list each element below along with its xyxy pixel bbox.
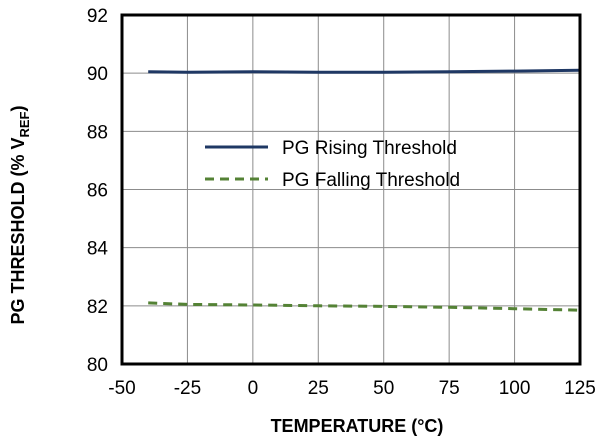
x-axis-title: TEMPERATURE (°C) bbox=[271, 416, 444, 436]
plot-frame bbox=[120, 13, 582, 366]
y-tick-label: 82 bbox=[87, 297, 108, 318]
x-tick-label: 50 bbox=[373, 378, 394, 399]
x-tick-label: 100 bbox=[499, 378, 531, 399]
y-axis-title-main: PG THRESHOLD (% V bbox=[8, 137, 28, 324]
y-tick-label: 88 bbox=[87, 122, 108, 143]
x-tick-label: 75 bbox=[439, 378, 460, 399]
x-tick-label: 125 bbox=[564, 378, 596, 399]
series-line-rising bbox=[148, 68, 581, 74]
legend-label: PG Falling Threshold bbox=[282, 170, 460, 191]
x-tick-label: 0 bbox=[248, 378, 259, 399]
y-tick-label: 86 bbox=[87, 181, 108, 202]
y-tick-label: 80 bbox=[87, 355, 108, 376]
tick-labels: -50 -25 0 25 50 75 100 125 80 82 84 86 88 90 92 bbox=[87, 6, 596, 399]
y-tick-label: 90 bbox=[87, 64, 108, 85]
x-tick-label: 25 bbox=[308, 378, 329, 399]
y-tick-label: 84 bbox=[87, 239, 109, 260]
plot-series bbox=[148, 68, 581, 312]
y-axis-title-close: ) bbox=[8, 105, 28, 111]
series-line-falling bbox=[148, 301, 581, 312]
x-tick-label: -25 bbox=[174, 378, 201, 399]
y-tick-label: 92 bbox=[87, 6, 108, 27]
legend: PG Rising Threshold PG Falling Threshold bbox=[205, 138, 460, 191]
legend-label: PG Rising Threshold bbox=[282, 138, 457, 159]
x-tick-label: -50 bbox=[108, 378, 135, 399]
y-axis-title: PG THRESHOLD (% VREF) bbox=[8, 105, 32, 324]
y-axis-title-subscript: REF bbox=[17, 111, 32, 137]
